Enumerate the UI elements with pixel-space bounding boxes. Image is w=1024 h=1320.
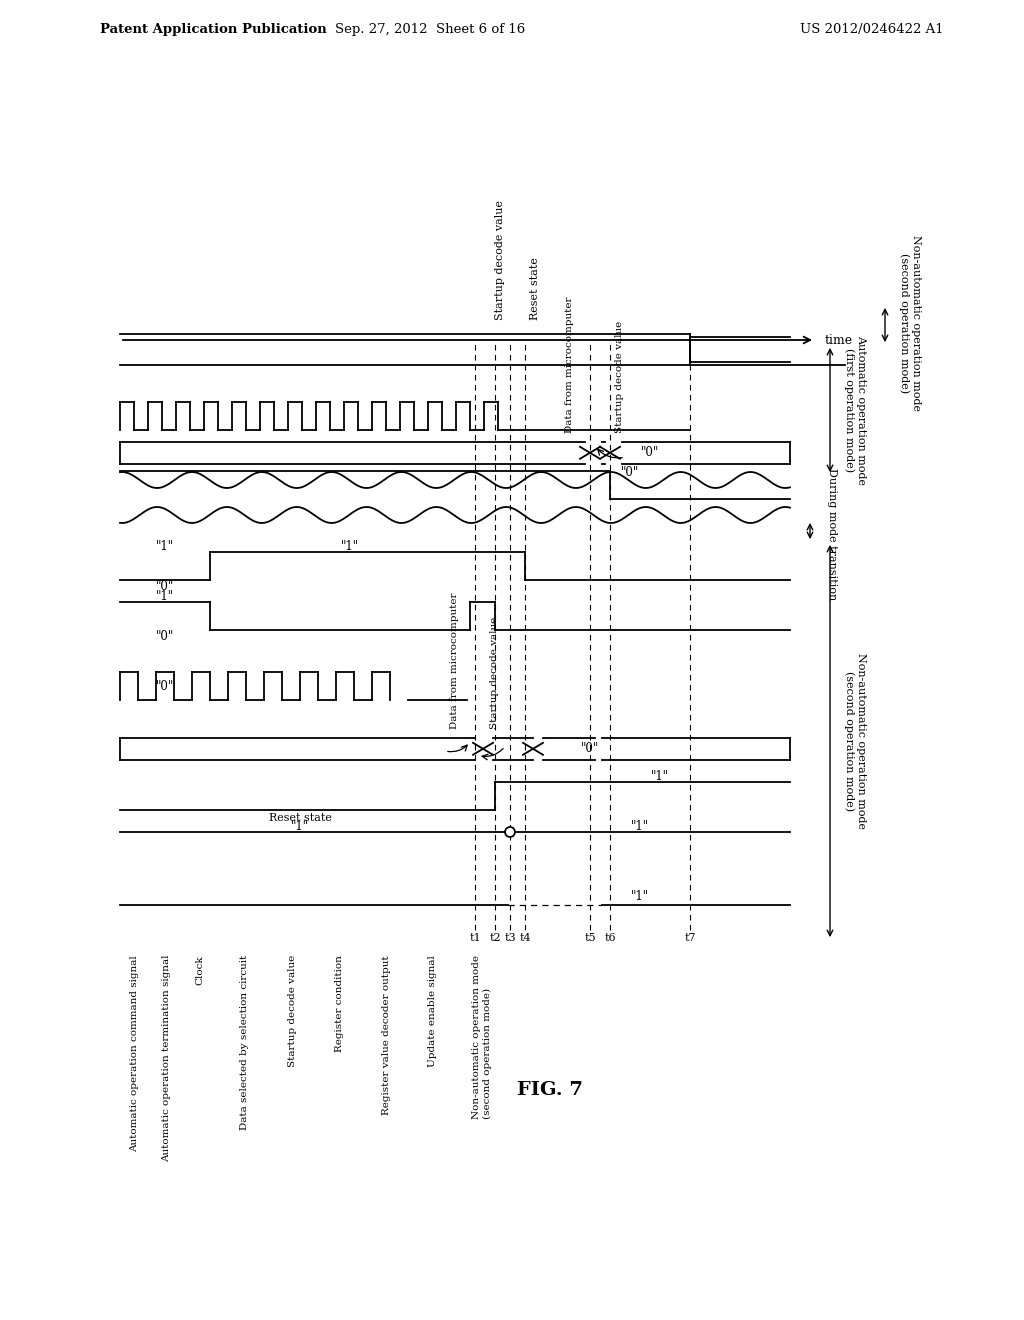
Text: Automatic operation termination signal: Automatic operation termination signal xyxy=(162,954,171,1163)
Text: Automatic operation command signal: Automatic operation command signal xyxy=(130,954,139,1152)
Text: t4: t4 xyxy=(519,933,530,942)
Text: Non-automatic operation mode
(second operation mode): Non-automatic operation mode (second ope… xyxy=(472,954,492,1119)
Text: t1: t1 xyxy=(469,933,481,942)
Text: Sep. 27, 2012  Sheet 6 of 16: Sep. 27, 2012 Sheet 6 of 16 xyxy=(335,24,525,37)
Text: "1": "1" xyxy=(341,540,359,553)
Text: time: time xyxy=(825,334,853,346)
Text: "1": "1" xyxy=(631,820,649,833)
Text: "0": "0" xyxy=(641,446,659,459)
Text: "1": "1" xyxy=(291,820,309,833)
Text: Data from microcomputer: Data from microcomputer xyxy=(450,593,459,729)
Text: t5: t5 xyxy=(584,933,596,942)
Text: Update enable signal: Update enable signal xyxy=(428,954,437,1067)
Text: t7: t7 xyxy=(684,933,695,942)
Text: Register value decoder output: Register value decoder output xyxy=(382,954,391,1114)
Text: Register condition: Register condition xyxy=(335,954,344,1052)
Text: "1": "1" xyxy=(156,590,174,602)
Text: FIG. 7: FIG. 7 xyxy=(517,1081,583,1100)
Text: Startup decode value: Startup decode value xyxy=(615,321,624,433)
Text: t3: t3 xyxy=(504,933,516,942)
Text: US 2012/0246422 A1: US 2012/0246422 A1 xyxy=(800,24,944,37)
Text: Reset state: Reset state xyxy=(268,813,332,822)
Text: During mode transition: During mode transition xyxy=(827,467,837,601)
Text: Clock: Clock xyxy=(195,954,204,985)
Text: t6: t6 xyxy=(604,933,615,942)
Text: Startup decode value: Startup decode value xyxy=(490,616,499,729)
Text: "1": "1" xyxy=(631,891,649,903)
Text: "0": "0" xyxy=(156,630,174,643)
Text: Non-automatic operation mode
(second operation mode): Non-automatic operation mode (second ope… xyxy=(899,235,922,411)
Text: "0": "0" xyxy=(581,742,599,755)
Text: "1": "1" xyxy=(651,770,669,783)
Circle shape xyxy=(505,828,515,837)
Text: Startup decode value: Startup decode value xyxy=(495,201,505,319)
Text: Reset state: Reset state xyxy=(530,257,540,319)
Text: Data selected by selection circuit: Data selected by selection circuit xyxy=(240,954,249,1130)
Text: Startup decode value: Startup decode value xyxy=(288,954,297,1068)
Text: Data from microcomputer: Data from microcomputer xyxy=(565,296,574,433)
Text: t2: t2 xyxy=(489,933,501,942)
Text: "0": "0" xyxy=(156,579,174,593)
Text: "0": "0" xyxy=(156,680,174,693)
Text: "1": "1" xyxy=(156,540,174,553)
Text: Non-automatic operation mode
(second operation mode): Non-automatic operation mode (second ope… xyxy=(844,653,866,829)
Text: "0": "0" xyxy=(621,466,639,479)
Text: Patent Application Publication: Patent Application Publication xyxy=(100,24,327,37)
Text: Automatic operation mode
(first operation mode): Automatic operation mode (first operatio… xyxy=(844,335,866,484)
